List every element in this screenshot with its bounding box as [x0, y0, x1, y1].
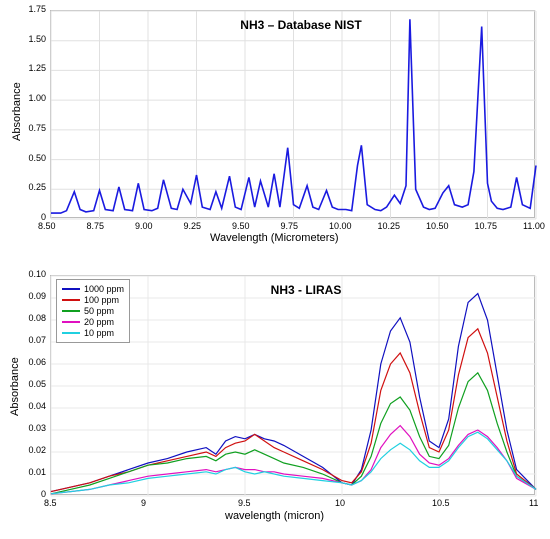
bottom-ytick: 0.01 [28, 467, 46, 477]
bottom-ylabel: Absorbance [9, 346, 21, 416]
bottom-ytick: 0.08 [28, 313, 46, 323]
legend-label: 100 ppm [84, 295, 119, 305]
legend-swatch [62, 299, 80, 301]
bottom-chart: NH3 - LIRAS 1000 ppm100 ppm50 ppm20 ppm1… [0, 270, 550, 535]
bottom-ytick: 0.06 [28, 357, 46, 367]
top-xtick: 9.25 [184, 221, 202, 231]
top-xtick: 8.50 [38, 221, 56, 231]
top-chart-svg [51, 11, 536, 219]
legend-swatch [62, 332, 80, 334]
bottom-xtick: 11 [529, 498, 538, 508]
bottom-chart-title: NH3 - LIRAS [246, 283, 366, 297]
top-ytick: 0 [41, 212, 46, 222]
legend-swatch [62, 288, 80, 290]
top-xtick: 9.50 [232, 221, 250, 231]
legend-item: 10 ppm [62, 328, 124, 338]
bottom-plot-area: NH3 - LIRAS 1000 ppm100 ppm50 ppm20 ppm1… [50, 275, 535, 495]
top-ytick: 1.50 [28, 34, 46, 44]
legend-item: 20 ppm [62, 317, 124, 327]
bottom-ytick: 0.02 [28, 445, 46, 455]
bottom-xtick: 9.5 [238, 498, 251, 508]
top-xtick: 8.75 [87, 221, 105, 231]
legend-label: 20 ppm [84, 317, 114, 327]
legend-swatch [62, 310, 80, 312]
top-ytick: 0.75 [28, 123, 46, 133]
top-xtick: 9.00 [135, 221, 153, 231]
bottom-xlabel: wavelength (micron) [225, 510, 324, 522]
bottom-xtick: 8.5 [44, 498, 57, 508]
top-xtick: 10.25 [378, 221, 401, 231]
top-ytick: 1.25 [28, 63, 46, 73]
bottom-xtick: 9 [141, 498, 146, 508]
bottom-ytick: 0.03 [28, 423, 46, 433]
top-plot-area: NH3 – Database NIST [50, 10, 535, 218]
bottom-ytick: 0.09 [28, 291, 46, 301]
top-ytick: 0.50 [28, 153, 46, 163]
top-xlabel: Wavelength (Micrometers) [210, 232, 339, 244]
top-xtick: 10.50 [426, 221, 449, 231]
top-ytick: 1.75 [28, 4, 46, 14]
legend-label: 50 ppm [84, 306, 114, 316]
top-xtick: 11.00 [523, 221, 545, 231]
top-ytick: 0.25 [28, 182, 46, 192]
bottom-ytick: 0 [41, 489, 46, 499]
bottom-ytick: 0.05 [28, 379, 46, 389]
top-ylabel: Absorbance [11, 71, 23, 141]
legend-item: 1000 ppm [62, 284, 124, 294]
bottom-xtick: 10.5 [432, 498, 450, 508]
top-ytick: 1.00 [28, 93, 46, 103]
top-xtick: 10.75 [475, 221, 498, 231]
top-xtick: 10.00 [329, 221, 352, 231]
legend-item: 50 ppm [62, 306, 124, 316]
bottom-legend: 1000 ppm100 ppm50 ppm20 ppm10 ppm [56, 279, 130, 343]
top-chart-title: NH3 – Database NIST [201, 18, 401, 32]
top-chart: NH3 – Database NIST Absorbance Wavelengt… [0, 0, 550, 260]
bottom-ytick: 0.10 [28, 269, 46, 279]
legend-label: 1000 ppm [84, 284, 124, 294]
bottom-ytick: 0.04 [28, 401, 46, 411]
bottom-ytick: 0.07 [28, 335, 46, 345]
top-xtick: 9.75 [281, 221, 299, 231]
legend-swatch [62, 321, 80, 323]
bottom-xtick: 10 [335, 498, 345, 508]
legend-label: 10 ppm [84, 328, 114, 338]
legend-item: 100 ppm [62, 295, 124, 305]
